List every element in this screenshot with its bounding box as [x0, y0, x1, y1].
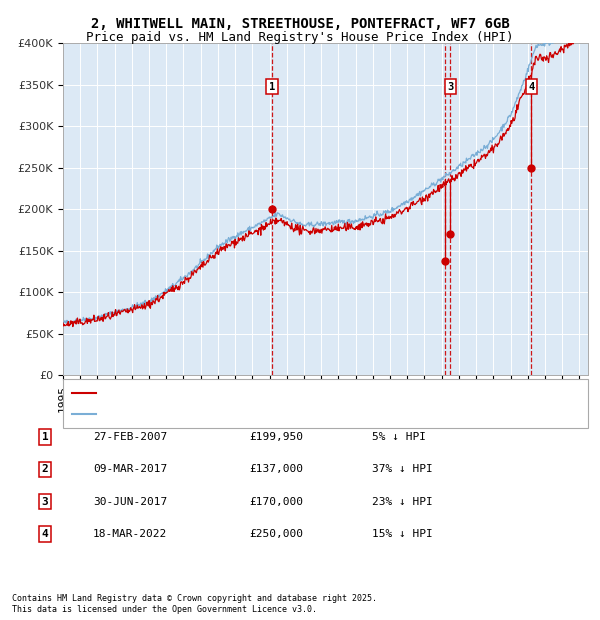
Text: 2, WHITWELL MAIN, STREETHOUSE, PONTEFRACT, WF7 6GB: 2, WHITWELL MAIN, STREETHOUSE, PONTEFRAC… — [91, 17, 509, 32]
Text: 18-MAR-2022: 18-MAR-2022 — [93, 529, 167, 539]
Text: 3: 3 — [447, 81, 454, 92]
Text: 2, WHITWELL MAIN, STREETHOUSE, PONTEFRACT, WF7 6GB (detached house): 2, WHITWELL MAIN, STREETHOUSE, PONTEFRAC… — [100, 388, 519, 398]
Text: 5% ↓ HPI: 5% ↓ HPI — [372, 432, 426, 442]
Text: 37% ↓ HPI: 37% ↓ HPI — [372, 464, 433, 474]
Text: 4: 4 — [41, 529, 49, 539]
Text: This data is licensed under the Open Government Licence v3.0.: This data is licensed under the Open Gov… — [12, 604, 317, 614]
Text: 1: 1 — [269, 81, 275, 92]
Text: 2: 2 — [41, 464, 49, 474]
Text: £137,000: £137,000 — [249, 464, 303, 474]
Text: 23% ↓ HPI: 23% ↓ HPI — [372, 497, 433, 507]
Text: 27-FEB-2007: 27-FEB-2007 — [93, 432, 167, 442]
Text: 4: 4 — [528, 81, 535, 92]
Text: 09-MAR-2017: 09-MAR-2017 — [93, 464, 167, 474]
Text: Contains HM Land Registry data © Crown copyright and database right 2025.: Contains HM Land Registry data © Crown c… — [12, 593, 377, 603]
Text: 30-JUN-2017: 30-JUN-2017 — [93, 497, 167, 507]
Text: £199,950: £199,950 — [249, 432, 303, 442]
Text: Price paid vs. HM Land Registry's House Price Index (HPI): Price paid vs. HM Land Registry's House … — [86, 31, 514, 44]
Text: 15% ↓ HPI: 15% ↓ HPI — [372, 529, 433, 539]
Text: £170,000: £170,000 — [249, 497, 303, 507]
Text: HPI: Average price, detached house, Wakefield: HPI: Average price, detached house, Wake… — [100, 409, 382, 419]
Text: 1: 1 — [41, 432, 49, 442]
Text: 3: 3 — [41, 497, 49, 507]
Text: £250,000: £250,000 — [249, 529, 303, 539]
